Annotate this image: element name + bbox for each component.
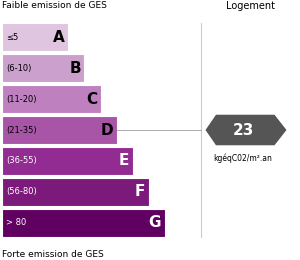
Text: ≤5: ≤5 bbox=[6, 33, 18, 42]
Bar bbox=[2, 178, 149, 206]
Bar bbox=[2, 85, 101, 113]
Text: A: A bbox=[53, 30, 65, 45]
Text: (11-20): (11-20) bbox=[6, 95, 37, 103]
Bar bbox=[2, 116, 117, 144]
Polygon shape bbox=[206, 115, 286, 145]
Text: Logement: Logement bbox=[226, 1, 275, 11]
Text: B: B bbox=[69, 61, 81, 76]
Bar bbox=[2, 54, 84, 82]
Text: kgéqC02/m².an: kgéqC02/m².an bbox=[214, 153, 272, 162]
Text: > 80: > 80 bbox=[6, 218, 26, 227]
Text: D: D bbox=[100, 122, 113, 138]
Text: (56-80): (56-80) bbox=[6, 187, 37, 196]
Text: 23: 23 bbox=[232, 122, 254, 138]
Bar bbox=[2, 23, 68, 51]
Bar bbox=[2, 147, 133, 175]
Text: F: F bbox=[135, 184, 145, 199]
Text: Forte emission de GES: Forte emission de GES bbox=[2, 250, 104, 259]
Text: (6-10): (6-10) bbox=[6, 64, 31, 73]
Text: E: E bbox=[119, 153, 129, 168]
Text: C: C bbox=[86, 92, 97, 107]
Text: (21-35): (21-35) bbox=[6, 126, 37, 134]
Text: G: G bbox=[149, 215, 161, 230]
Bar bbox=[2, 209, 165, 237]
Text: (36-55): (36-55) bbox=[6, 157, 37, 165]
Text: Faible emission de GES: Faible emission de GES bbox=[2, 1, 107, 10]
